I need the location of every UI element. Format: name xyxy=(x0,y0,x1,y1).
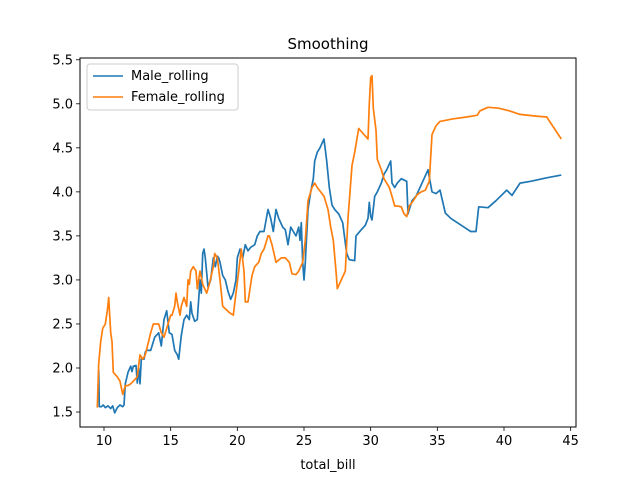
legend-label-female-rolling: Female_rolling xyxy=(131,90,225,105)
plot-frame xyxy=(79,57,577,428)
y-tick-label: 1.5 xyxy=(52,406,73,421)
y-axis-ticks: 1.5 2.0 2.5 3.0 3.5 4.0 4.5 5.0 5.5 xyxy=(52,53,80,421)
series-layer xyxy=(96,74,563,414)
legend: Male_rolling Female_rolling xyxy=(86,63,239,111)
x-tick-label: 40 xyxy=(496,434,513,449)
x-tick-label: 25 xyxy=(296,434,313,449)
plot-area xyxy=(80,58,576,427)
y-tick-label: 3.5 xyxy=(52,229,73,244)
y-tick-label: 3.0 xyxy=(52,273,73,288)
y-tick-label: 5.0 xyxy=(52,97,73,112)
x-tick-label: 35 xyxy=(429,434,446,449)
series-line-female-rolling xyxy=(96,74,563,408)
y-tick-label: 2.0 xyxy=(52,361,73,376)
y-tick-label: 5.5 xyxy=(52,53,73,68)
legend-box xyxy=(86,63,239,111)
x-tick-label: 15 xyxy=(162,434,179,449)
x-tick-label: 45 xyxy=(562,434,579,449)
y-tick-label: 2.5 xyxy=(52,317,73,332)
x-tick-label: 20 xyxy=(229,434,246,449)
x-tick-label: 30 xyxy=(362,434,379,449)
y-tick-label: 4.0 xyxy=(52,185,73,200)
y-tick-label: 4.5 xyxy=(52,141,73,156)
x-axis-label: total_bill xyxy=(300,458,355,473)
chart-title: Smoothing xyxy=(287,35,368,53)
x-tick-label: 10 xyxy=(96,434,113,449)
legend-label-male-rolling: Male_rolling xyxy=(131,69,209,84)
x-axis-ticks: 10 15 20 25 30 35 40 45 xyxy=(96,427,579,449)
